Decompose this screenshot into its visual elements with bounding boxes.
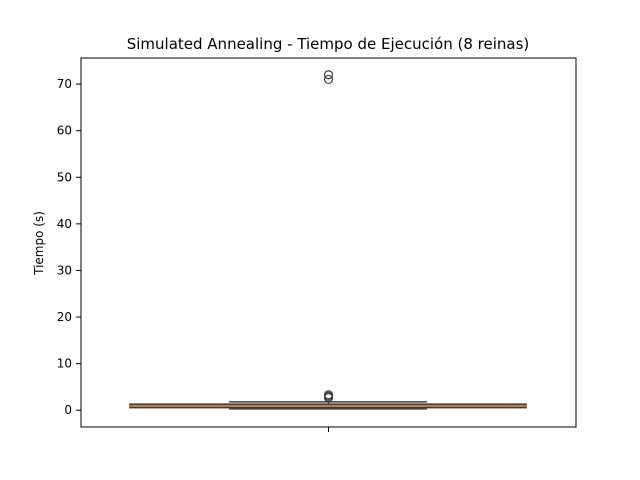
- y-tick-label: 70: [57, 77, 72, 91]
- outlier-point: [323, 390, 334, 400]
- y-tick-label: 0: [64, 403, 72, 417]
- y-tick-label: 30: [57, 263, 72, 277]
- y-tick-label: 10: [57, 357, 72, 371]
- y-tick-label: 40: [57, 217, 72, 231]
- outlier-point: [323, 70, 334, 80]
- plot-frame: [80, 57, 577, 428]
- y-axis-ticks: 0 10 20 30 40 50 60 70: [57, 77, 81, 417]
- y-tick-label: 50: [57, 170, 72, 184]
- y-tick-label: 20: [57, 310, 72, 324]
- outlier-point: [323, 74, 334, 85]
- y-axis-label: Tiempo (s): [32, 211, 46, 276]
- plot-area: [129, 70, 527, 410]
- chart-title: Simulated Annealing - Tiempo de Ejecució…: [127, 35, 530, 53]
- y-tick-label: 60: [57, 124, 72, 138]
